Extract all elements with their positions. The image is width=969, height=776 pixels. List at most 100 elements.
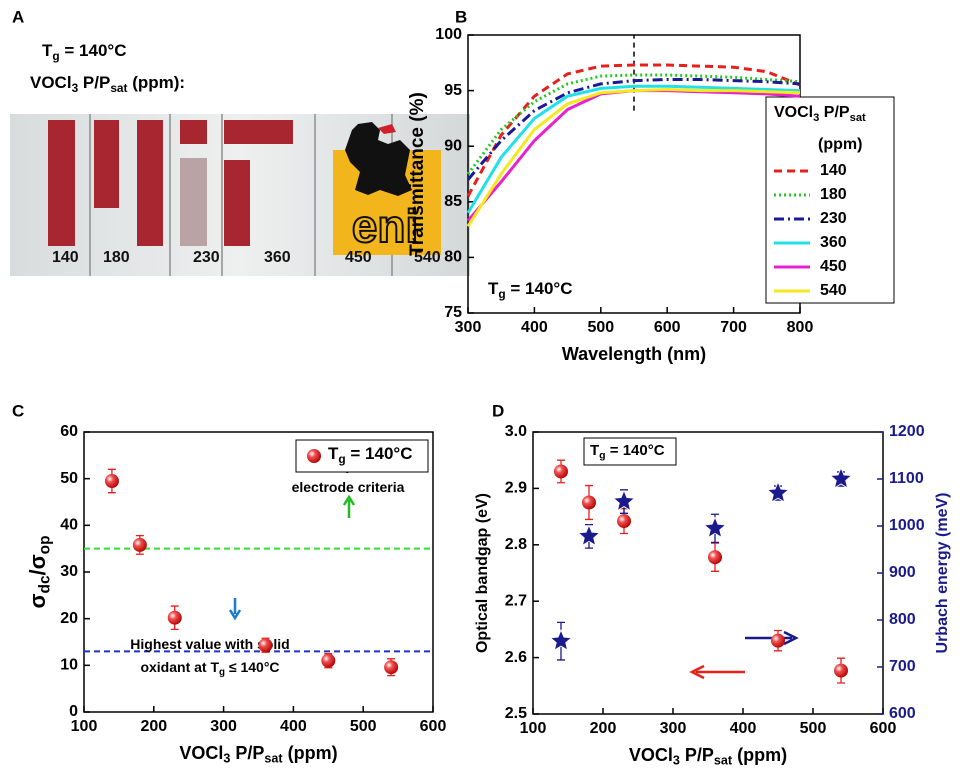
legend-title: (ppm) (818, 136, 862, 153)
condition: Tg = 140°C (42, 41, 126, 63)
annotation: Tg = 140°C (590, 442, 665, 461)
point (384, 660, 399, 675)
y-tick-label: 80 (444, 249, 462, 266)
sample-label: 360 (264, 249, 291, 266)
text-part: electrode criteria (292, 479, 405, 495)
point (582, 495, 596, 510)
subscript: g (52, 49, 59, 63)
y2-tick-label: 600 (889, 705, 916, 722)
y2-tick-label: 800 (889, 611, 916, 628)
text-part: = 140°C (506, 279, 573, 298)
x-tick-label: 300 (660, 720, 687, 737)
text-part: VOCl (30, 73, 72, 92)
left-arrow (689, 664, 745, 680)
panel-label: D (492, 401, 504, 420)
y-tick-label: 30 (60, 563, 78, 580)
y-tick-label: 100 (435, 26, 462, 43)
y-tick-label: 2.8 (505, 536, 527, 553)
text-part: Optical bandgap (eV) (474, 493, 491, 653)
text-part: P/P (230, 743, 264, 763)
text-part: T (42, 41, 53, 60)
x-tick-label: 600 (870, 720, 897, 737)
y-tick-label: 0 (69, 703, 78, 720)
point (258, 638, 273, 653)
threshold-label: oxidant at Tg ≤ 140°C (140, 659, 279, 678)
polymer-patterns (48, 120, 293, 246)
x-axis-label: VOCl3 P/Psat (ppm) (629, 745, 787, 768)
point (617, 514, 631, 529)
logo-dog (345, 122, 412, 196)
text-part: = 140°C (346, 444, 413, 463)
text-part: VOCl (629, 745, 673, 765)
subscript: op (37, 535, 54, 554)
x-tick-label: 500 (587, 319, 614, 336)
legend-label: 450 (820, 258, 847, 275)
point (708, 550, 722, 565)
legend-label: 180 (820, 186, 847, 203)
x-tick-label: 100 (520, 720, 547, 737)
subscript: g (599, 449, 605, 461)
y2-tick-label: 1100 (889, 470, 924, 487)
text-part: /σ (25, 554, 50, 575)
subscript: dc (37, 575, 54, 593)
plot-frame (467, 34, 801, 314)
x-tick-label: 200 (140, 718, 167, 735)
text-part: T (488, 279, 499, 298)
sample-label: 540 (414, 249, 441, 266)
point (829, 466, 853, 489)
subscript: sat (850, 112, 866, 124)
y-tick-label: 2.5 (505, 705, 527, 722)
series-line (466, 87, 801, 228)
point (612, 489, 636, 512)
subscript: 3 (72, 81, 79, 95)
photo (10, 114, 470, 276)
text-part: oxidant at T (140, 659, 219, 675)
y-tick-label: 90 (444, 137, 462, 154)
y2-tick-label: 1200 (889, 423, 925, 440)
subscript: 3 (673, 754, 680, 768)
y2-tick-label: 700 (889, 658, 916, 675)
y-tick-label: 60 (60, 423, 78, 440)
point (703, 516, 727, 539)
logo-flame (378, 124, 396, 134)
text-part: Transmittance (%) (407, 92, 428, 256)
x-tick-label: 600 (420, 718, 447, 735)
x-tick-label: 400 (521, 319, 548, 336)
y-tick-label: 75 (444, 304, 462, 321)
text-part: Urbach energy (meV) (934, 493, 951, 654)
subscript: sat (264, 752, 283, 766)
y-axis-label: Transmittance (%) (407, 92, 428, 256)
point (132, 537, 147, 552)
text-part: P/P (680, 745, 714, 765)
y-tick-label: 2.6 (505, 649, 527, 666)
subscript: 3 (223, 752, 230, 766)
text-part: σ (25, 593, 50, 608)
x-tick-label: 300 (455, 319, 482, 336)
text-part: T (328, 444, 339, 463)
panel-label: A (12, 7, 24, 26)
panel-label: C (12, 401, 24, 420)
legend-label: 230 (820, 210, 847, 227)
up-arrow (342, 494, 356, 518)
heading: VOCl3 P/Psat (ppm): (30, 73, 185, 95)
x-tick-label: 100 (71, 718, 98, 735)
series-line (466, 63, 801, 197)
right-arrow (745, 630, 799, 646)
point (167, 610, 182, 625)
legend-title: VOCl3 P/Psat (774, 104, 866, 124)
point (771, 633, 785, 648)
text-part: VOCl (179, 743, 223, 763)
faint-pattern (180, 158, 207, 246)
point (554, 464, 568, 479)
y-tick-label: 50 (60, 470, 78, 487)
x-tick-label: 200 (590, 720, 617, 737)
sample-label: 180 (103, 249, 130, 266)
threshold-label: Highest value with solid (130, 636, 289, 652)
y-tick-label: 3.0 (505, 423, 527, 440)
point (549, 629, 573, 651)
y-tick-label: 2.9 (505, 480, 527, 497)
y-axis-label: σdc/σop (25, 535, 54, 608)
point (104, 474, 119, 488)
sample-label: 230 (193, 249, 220, 266)
